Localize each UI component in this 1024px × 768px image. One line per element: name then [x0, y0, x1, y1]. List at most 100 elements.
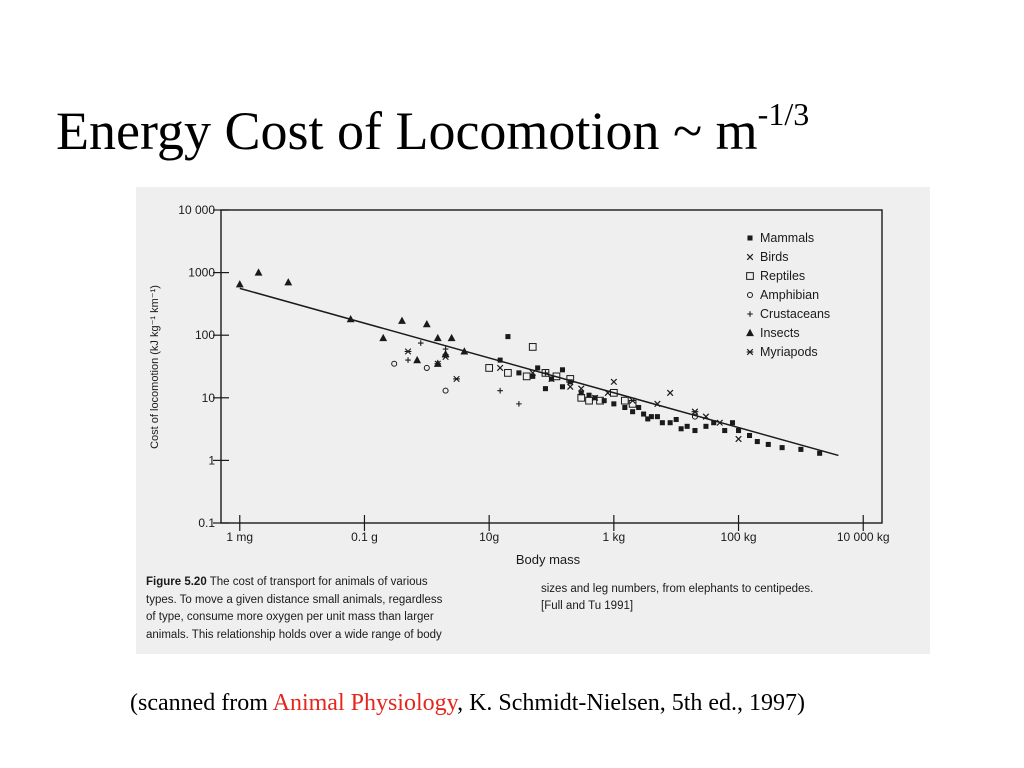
crustaceans-point: [405, 357, 411, 363]
slide-title-exponent: -1/3: [757, 96, 810, 132]
x-axis: 1 mg 0.1 g 10g 1 kg 100 kg 10 000 kg: [226, 515, 890, 544]
reptiles-point: [596, 396, 604, 405]
birds-point: [604, 389, 612, 397]
x-tick-label: 100 kg: [721, 530, 757, 544]
birds-point: [610, 378, 618, 386]
mammals-point: [736, 428, 742, 434]
caption-line-5: sizes and leg numbers, from elephants to…: [541, 583, 813, 595]
amphibian-point: [423, 364, 430, 371]
reptiles-point: [528, 343, 537, 351]
x-tick-label: 1 kg: [603, 530, 626, 544]
crustaceans-point: [542, 370, 549, 376]
mammals-point: [817, 450, 823, 456]
mammals-point: [779, 445, 785, 451]
myriapods-point: [404, 348, 412, 355]
myriapods-point: [691, 408, 699, 415]
legend-marker-amphibian: [746, 291, 754, 299]
mammals-point: [530, 373, 536, 379]
myriapods-point: [453, 375, 460, 383]
y-tick-label: 0.1: [198, 516, 215, 530]
y-axis: 0.1 1 10 100 1000 10 000: [178, 203, 229, 530]
legend-marker-reptiles: [746, 272, 754, 280]
insects-point: [422, 319, 431, 328]
birds-point: [496, 364, 504, 372]
mammals-point: [611, 401, 617, 407]
mammals-point: [622, 404, 628, 411]
mammals-point: [711, 420, 717, 426]
mammals-point: [765, 441, 771, 447]
legend-label-amphibian: Amphibian: [760, 288, 819, 302]
mammals-point: [648, 414, 654, 420]
reptiles-point: [628, 400, 637, 408]
mammals-point: [673, 416, 679, 423]
reptiles-point: [552, 372, 561, 381]
birds-point: [567, 383, 574, 391]
reptiles-point: [566, 375, 575, 383]
legend-marker-mammals: [747, 235, 753, 241]
birds-point: [735, 435, 742, 443]
reptiles-point: [585, 396, 593, 405]
citation-suffix: , K. Schmidt-Nielsen, 5th ed., 1997): [457, 690, 806, 716]
legend-label-mammals: Mammals: [760, 231, 814, 245]
insects-point: [379, 333, 388, 342]
legend-marker-insects: [746, 328, 754, 337]
mammals-point: [497, 357, 503, 363]
crustaceans-point: [516, 401, 522, 407]
amphibian-point: [442, 387, 449, 394]
x-axis-title: Body mass: [516, 552, 581, 567]
caption-line-4: animals. This relationship holds over a …: [146, 629, 442, 641]
x-tick-label: 10 000 kg: [837, 530, 890, 544]
mammals-point: [535, 365, 541, 371]
birds-point: [716, 419, 723, 426]
mammals-point: [559, 384, 565, 390]
reptiles-point: [620, 396, 629, 405]
legend-marker-myriapods: [746, 348, 754, 356]
mammals-point: [641, 411, 647, 417]
birds-point: [654, 400, 661, 408]
caption-line-3: of type, consume more oxygen per unit ma…: [146, 611, 434, 623]
x-tick-label: 10g: [479, 530, 499, 544]
y-tick-label: 1000: [188, 266, 215, 280]
reptiles-point: [522, 372, 531, 381]
reptiles-point: [577, 393, 586, 402]
insects-point: [346, 315, 355, 323]
slide-title: Energy Cost of Locomotion ~ m-1/3: [56, 96, 809, 162]
plot-frame: [220, 209, 883, 524]
citation: (scanned from Animal Physiology, K. Schm…: [130, 690, 805, 717]
y-tick-label: 1: [208, 453, 215, 467]
insects-point: [447, 333, 456, 342]
mammals-point: [703, 423, 709, 429]
caption-line-6: [Full and Tu 1991]: [541, 600, 633, 612]
birds-point: [529, 369, 536, 377]
reptiles-point: [609, 388, 618, 397]
data-points: [235, 268, 823, 456]
x-tick-label: 1 mg: [226, 530, 253, 544]
mammals-point: [601, 398, 607, 404]
insects-point: [413, 355, 422, 364]
mammals-point: [578, 390, 584, 396]
legend-marker-crustaceans: [747, 311, 753, 317]
amphibian-point: [691, 413, 698, 420]
myriapods-point: [442, 353, 449, 361]
mammals-point: [654, 414, 660, 420]
fit-line: [239, 287, 839, 457]
insects-point: [398, 316, 406, 324]
figure-caption: Figure 5.20 The cost of transport for an…: [146, 576, 813, 641]
legend: Mammals Birds Reptiles Amphibian Crustaceans…: [746, 231, 830, 359]
mammals-point: [754, 439, 760, 445]
caption-line-2: types. To move a given distance small an…: [146, 594, 443, 606]
mammals-point: [729, 420, 736, 426]
mammals-point: [684, 423, 690, 429]
reptiles-point: [485, 364, 494, 372]
mammals-point: [667, 420, 673, 426]
birds-point: [666, 389, 674, 397]
legend-label-myriapods: Myriapods: [760, 345, 818, 359]
insects-point: [460, 347, 469, 355]
y-axis-title: Cost of locomotion (kJ kg⁻¹ km⁻¹): [149, 285, 161, 449]
crustaceans-point: [417, 340, 424, 346]
y-tick-label: 10: [202, 391, 216, 405]
x-tick-label: 0.1 g: [351, 530, 378, 544]
citation-book-title: Animal Physiology: [272, 690, 458, 716]
mammals-point: [630, 409, 636, 415]
mammals-point: [586, 392, 592, 398]
